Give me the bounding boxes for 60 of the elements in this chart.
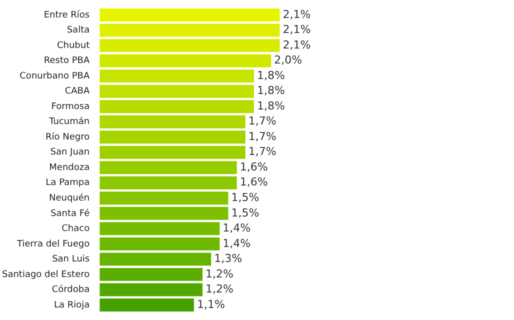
data-label: 1,7% (248, 130, 276, 143)
y-tick-label: San Juan (50, 148, 90, 158)
data-label: 1,3% (214, 252, 242, 266)
data-label: 1,1% (196, 298, 225, 311)
bar (100, 283, 203, 296)
bar (100, 206, 228, 220)
data-label: 1,4% (222, 236, 251, 250)
bar (100, 115, 246, 128)
bar (100, 130, 246, 144)
bar (100, 252, 212, 266)
y-tick-label: Neuquén (48, 192, 90, 204)
bar (100, 237, 220, 250)
y-tick-label: Formosa (51, 102, 90, 112)
data-label: 1,7% (248, 114, 276, 128)
y-tick-label: Tierra del Fuego (16, 239, 90, 250)
y-tick-label: Río Negro (45, 131, 90, 142)
y-tick-label: Chaco (62, 224, 90, 234)
data-label: 1,5% (231, 191, 260, 204)
y-tick-label: La Rioja (54, 300, 90, 310)
y-tick-label: Tucumán (48, 116, 90, 128)
bar (100, 8, 280, 22)
data-label: 1,5% (231, 206, 260, 220)
bar (100, 298, 194, 312)
y-tick-label: Córdoba (52, 284, 90, 296)
bar (100, 100, 254, 114)
bar (100, 161, 237, 174)
bar (100, 54, 272, 68)
y-tick-label: San Luis (52, 254, 90, 265)
y-tick-label: Salta (66, 26, 90, 36)
bar (100, 84, 254, 98)
bar (100, 70, 254, 83)
data-label: 2,0% (274, 54, 302, 67)
y-tick-label: Mendoza (49, 162, 90, 173)
data-label: 2,1% (282, 38, 311, 52)
y-tick-label: Chubut (56, 40, 90, 51)
bar (100, 192, 228, 205)
bar (100, 222, 220, 236)
data-label: 2,1% (282, 23, 311, 36)
y-tick-label: Santiago del Estero (2, 270, 90, 280)
data-label: 1,4% (222, 222, 251, 235)
data-label: 1,6% (240, 176, 268, 189)
y-tick-label: CABA (64, 86, 90, 97)
data-label: 1,8% (256, 68, 285, 82)
data-label: 1,7% (248, 145, 276, 158)
data-label: 1,8% (256, 99, 285, 112)
y-tick-label: Resto PBA (44, 56, 90, 66)
bar (100, 268, 203, 281)
y-tick-label: Entre Ríos (44, 9, 90, 20)
bar (100, 24, 280, 37)
data-label: 2,1% (282, 8, 311, 21)
y-tick-label: La Pampa (46, 178, 90, 188)
bar (100, 39, 280, 52)
y-tick-label: Conurbano PBA (20, 71, 90, 82)
data-label: 1,6% (240, 160, 268, 174)
bar (100, 146, 246, 159)
y-tick-label: Santa Fé (50, 208, 90, 219)
data-label: 1,8% (256, 84, 285, 98)
data-label: 1,2% (206, 267, 234, 280)
bar (100, 176, 237, 190)
data-label: 1,2% (206, 282, 234, 296)
